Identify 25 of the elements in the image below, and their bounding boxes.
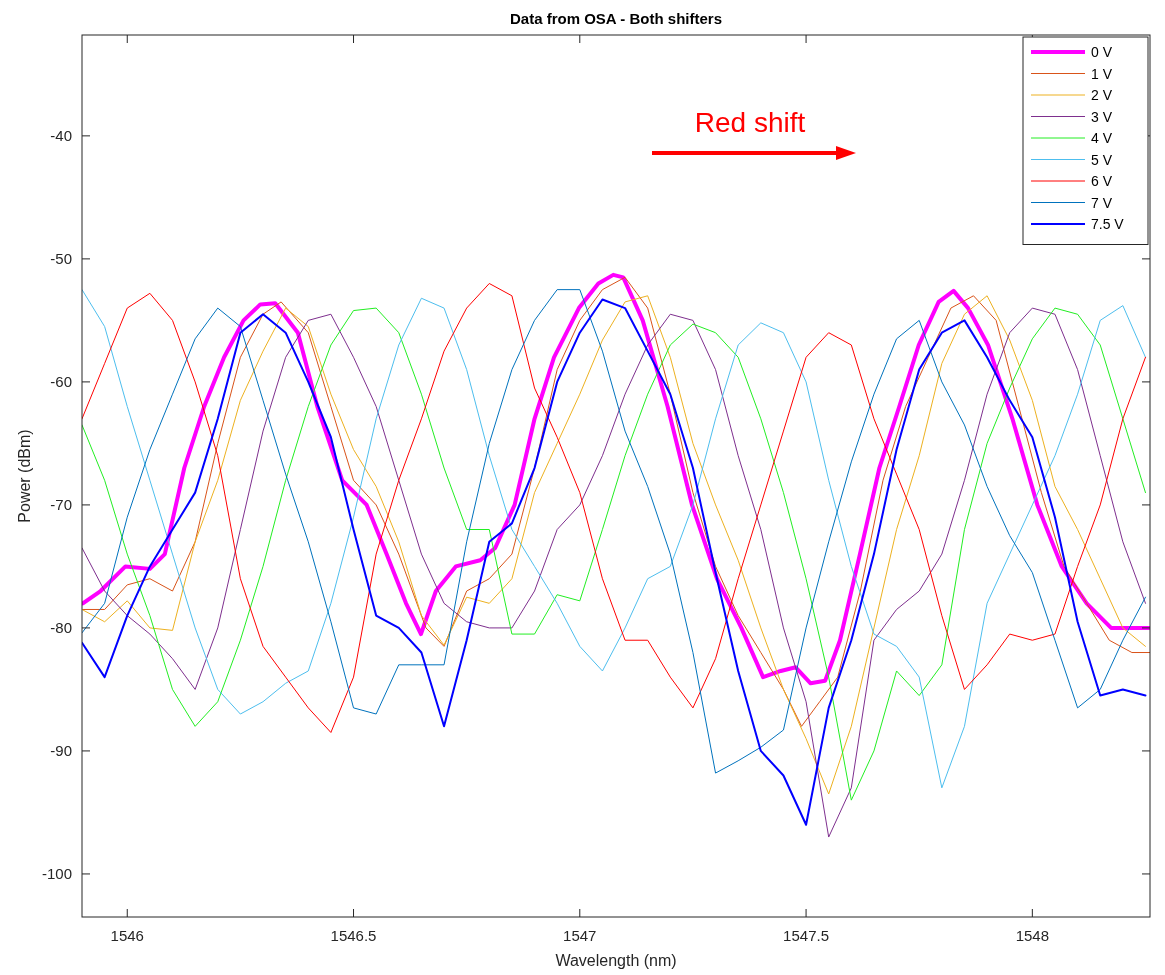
x-tick-label: 1546 bbox=[110, 927, 144, 944]
y-tick-label: -40 bbox=[50, 126, 72, 144]
legend-label: 4 V bbox=[1091, 130, 1113, 146]
y-tick-label: -100 bbox=[41, 864, 72, 882]
y-tick-label: -50 bbox=[50, 249, 72, 267]
legend-label: 7 V bbox=[1091, 194, 1113, 211]
annotation: Red shift bbox=[694, 107, 806, 138]
legend-label: 2 V bbox=[1091, 87, 1113, 103]
y-tick-label: -80 bbox=[50, 618, 72, 636]
legend-label: 3 V bbox=[1091, 108, 1113, 125]
y-axis-title: Power (dBm) bbox=[16, 429, 33, 523]
y-tick-label: -60 bbox=[50, 372, 72, 390]
legend-label: 6 V bbox=[1091, 173, 1113, 189]
x-tick-label: 1547 bbox=[563, 927, 597, 944]
legend-label: 5 V bbox=[1091, 151, 1113, 168]
legend-label: 7.5 V bbox=[1091, 216, 1125, 232]
x-tick-label: 1547.5 bbox=[783, 927, 830, 944]
chart-title: Data from OSA - Both shifters bbox=[510, 10, 722, 27]
x-axis-title: Wavelength (nm) bbox=[555, 952, 677, 969]
y-tick-label: -90 bbox=[50, 741, 72, 759]
legend-label: 1 V bbox=[1091, 65, 1113, 82]
x-tick-label: 1548 bbox=[1015, 927, 1050, 944]
x-tick-label: 1546.5 bbox=[330, 927, 377, 944]
legend-label: 0 V bbox=[1091, 44, 1113, 60]
y-tick-label: -70 bbox=[50, 495, 72, 513]
